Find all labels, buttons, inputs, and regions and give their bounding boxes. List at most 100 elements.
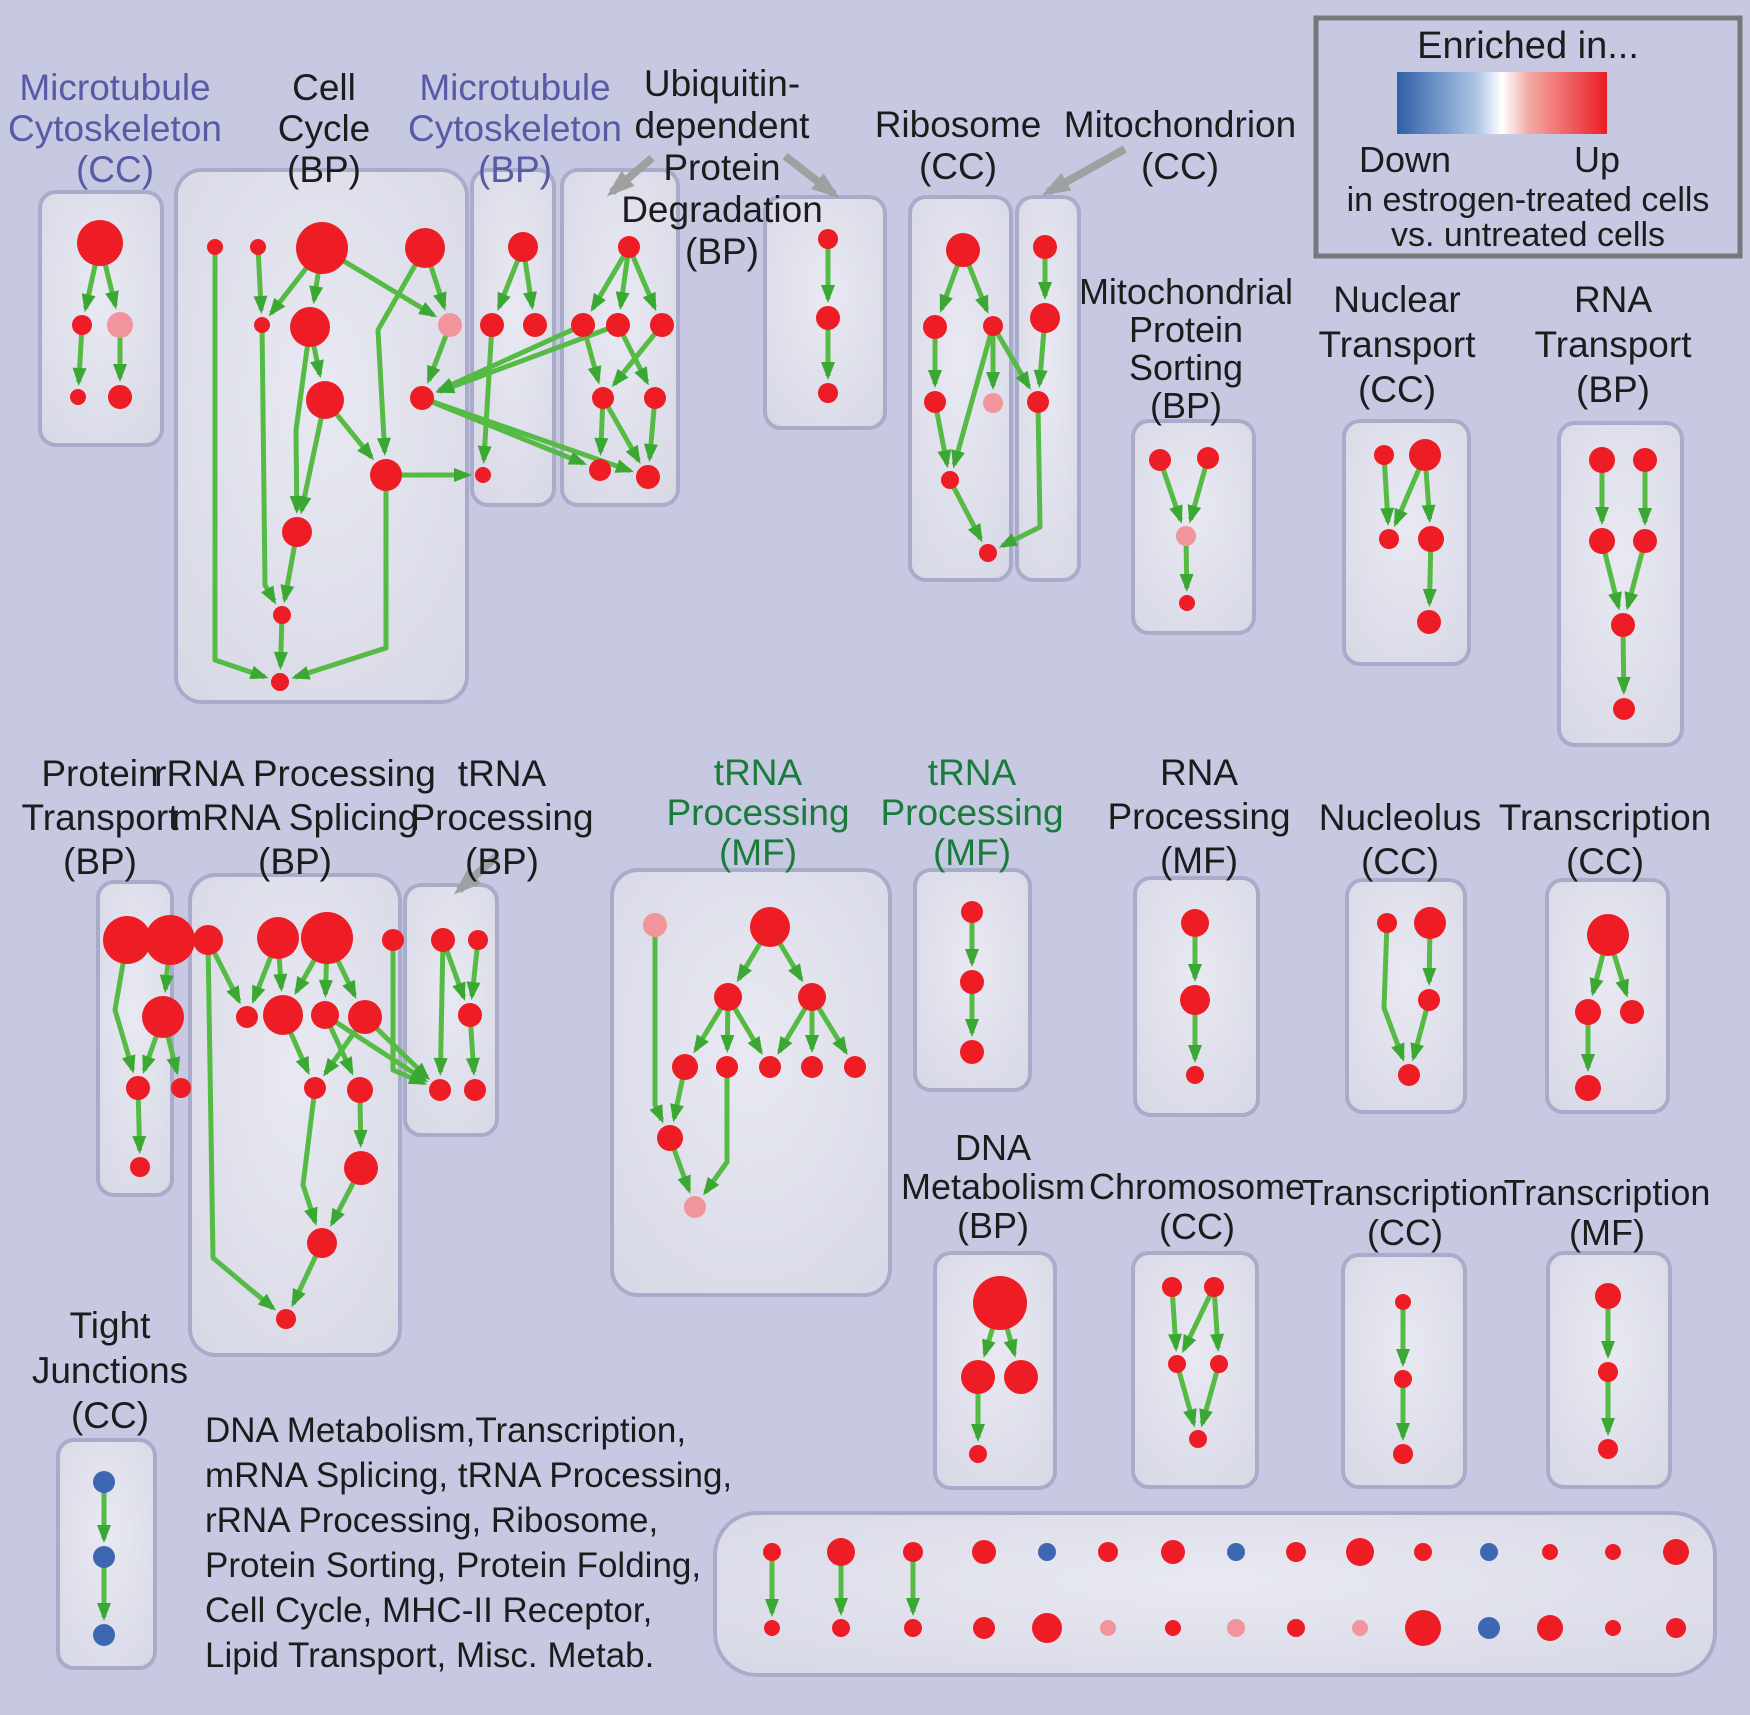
edge-arrow-d1-d3: [1003, 1326, 1018, 1358]
go-term-node-m1: [77, 220, 123, 266]
go-term-node-g11: [344, 1151, 378, 1185]
edge-arrow-w1-w2: [736, 941, 763, 983]
go-term-node-w4: [672, 1054, 698, 1080]
edge-arrow-w9-w10: [671, 1147, 692, 1194]
edge-arrow-c3-c5: [268, 265, 310, 317]
cluster-box-rna_transport: [1557, 421, 1684, 747]
go-term-node-n3: [1379, 529, 1399, 549]
cluster-label-line: Transcription: [1504, 1172, 1711, 1213]
edge-arrow-g10-g11: [353, 1100, 368, 1148]
annotation-block: DNA Metabolism,Transcription, mRNA Splici…: [205, 1411, 732, 1675]
edge-arrow-c2-c5: [253, 252, 268, 314]
go-term-node-ch4: [1210, 1355, 1228, 1373]
go-term-node-g4: [382, 929, 404, 951]
go-term-node-u7: [636, 465, 660, 489]
nodes-layer: [70, 220, 1689, 1646]
edge-arrow-c3-c6: [309, 271, 324, 305]
go-term-node-b3t: [508, 232, 538, 262]
go-term-node-t4: [1633, 529, 1657, 553]
go-term-node-t3: [1589, 528, 1615, 554]
edge-arrow-g1-g13: [205, 952, 277, 1311]
go-term-node-c5: [254, 317, 270, 333]
go-term-node-r3: [983, 316, 1003, 336]
go-term-node-u6: [589, 459, 611, 481]
edge-arrow-w1-w3: [777, 941, 804, 983]
edge-arrow-m1-m2: [81, 262, 98, 313]
cluster-label-nuclear-transport: Nuclear Transport (CC): [1319, 279, 1477, 410]
cluster-label-line: Transcription: [1302, 1172, 1509, 1213]
go-term-node-c1: [207, 239, 223, 255]
cluster-label-line: (BP): [258, 841, 332, 882]
cluster-box-ubiq: [560, 168, 680, 507]
cluster-label-line: (BP): [1576, 369, 1650, 410]
go-term-node-ch1: [1162, 1277, 1182, 1297]
go-term-node-u5l: [592, 387, 614, 409]
edge-arrow-pt3-pt5: [165, 1034, 181, 1076]
edge-arrow-p2-p3: [1187, 466, 1209, 524]
label-pointer-arrow-0: [606, 154, 655, 197]
go-term-node-pt3: [142, 996, 184, 1038]
cluster-label-line: Ribosome: [875, 104, 1042, 145]
annotation-line: Cell Cycle, MHC-II Receptor,: [205, 1591, 652, 1630]
go-term-node-s1: [961, 901, 983, 923]
cluster-label-line: Microtubule: [419, 67, 610, 108]
go-term-node-n1: [1374, 445, 1394, 465]
edge-arrow-u5l-u6: [594, 406, 609, 456]
go-term-node-bb8: [1227, 1619, 1245, 1637]
go-term-node-c6: [290, 307, 330, 347]
edge-arrow-c3-c7: [341, 258, 438, 318]
go-term-node-r6: [941, 471, 959, 489]
edge-arrow-c7-c8: [426, 333, 449, 385]
edge-arrow-n4-n5: [1422, 549, 1437, 607]
edge-arrow-g3-g7: [318, 961, 333, 998]
cluster-label-cell-cycle: Cell Cycle (BP): [278, 67, 371, 190]
edge-arrow-g7-v4: [333, 1019, 429, 1083]
go-term-node-t1: [1589, 447, 1615, 473]
edge-arrow-c1-c13: [212, 253, 269, 680]
go-term-node-c2: [250, 239, 266, 255]
go-term-node-g6: [263, 995, 303, 1035]
go-term-node-t2: [1633, 448, 1657, 472]
edge-arrow-u1-u4: [630, 254, 657, 312]
go-term-node-g8: [348, 1000, 382, 1034]
legend-down-label: Down: [1359, 139, 1451, 180]
go-term-node-tj2: [93, 1546, 115, 1568]
go-term-node-q3: [818, 383, 838, 403]
edge-arrow-r3-mx3: [994, 331, 1031, 390]
go-term-node-bb4: [973, 1617, 995, 1639]
edge-arrow-c10-c13: [291, 489, 389, 680]
go-term-node-p1: [1149, 449, 1171, 471]
go-term-node-pt2: [145, 915, 195, 965]
go-term-node-v4: [429, 1079, 451, 1101]
go-term-node-bt10: [1346, 1538, 1374, 1566]
cluster-label-line: Transport: [1535, 324, 1693, 365]
edge-arrow-ch4-ch5: [1199, 1370, 1220, 1428]
cluster-label-line: Nuclear: [1333, 279, 1461, 320]
go-term-node-bt11: [1414, 1543, 1432, 1561]
label-pointer-arrow-1: [782, 152, 840, 199]
edge-arrow-w3-w6: [777, 1006, 808, 1056]
edge-arrow-n1-n3: [1380, 462, 1395, 526]
edge-arrow-mx3-r7: [998, 410, 1043, 549]
edge-arrow-c4-c7: [428, 264, 447, 311]
cluster-label-line: (MF): [1569, 1212, 1645, 1253]
edge-arrow-g1-g5: [211, 950, 242, 1005]
go-term-node-tj3: [93, 1624, 115, 1646]
cluster-label-transcription-mf: Transcription (MF): [1504, 1172, 1711, 1253]
go-term-node-c3: [296, 222, 348, 274]
go-term-node-c12: [273, 606, 291, 624]
cluster-label-mc-cc: Microtubule Cytoskeleton (CC): [8, 67, 222, 190]
edge-arrow-u1-u2: [590, 253, 627, 313]
annotation-line: Protein Sorting, Protein Folding,: [205, 1546, 701, 1585]
go-term-node-r1: [946, 233, 980, 267]
edge-arrow-c5-c12: [259, 330, 277, 605]
edge-arrow-m1-m3: [102, 262, 119, 310]
cluster-box-trna_bp: [403, 883, 499, 1137]
edge-arrow-w0-w9: [649, 935, 664, 1124]
go-term-node-g13: [276, 1309, 296, 1329]
edge-arrow-c9-c11: [297, 416, 324, 515]
go-term-node-c10: [370, 459, 402, 491]
cluster-label-rrna-mrna: rRNA Processing mRNA Splicing (BP): [154, 753, 436, 882]
cluster-box-mc_cc: [38, 190, 164, 447]
